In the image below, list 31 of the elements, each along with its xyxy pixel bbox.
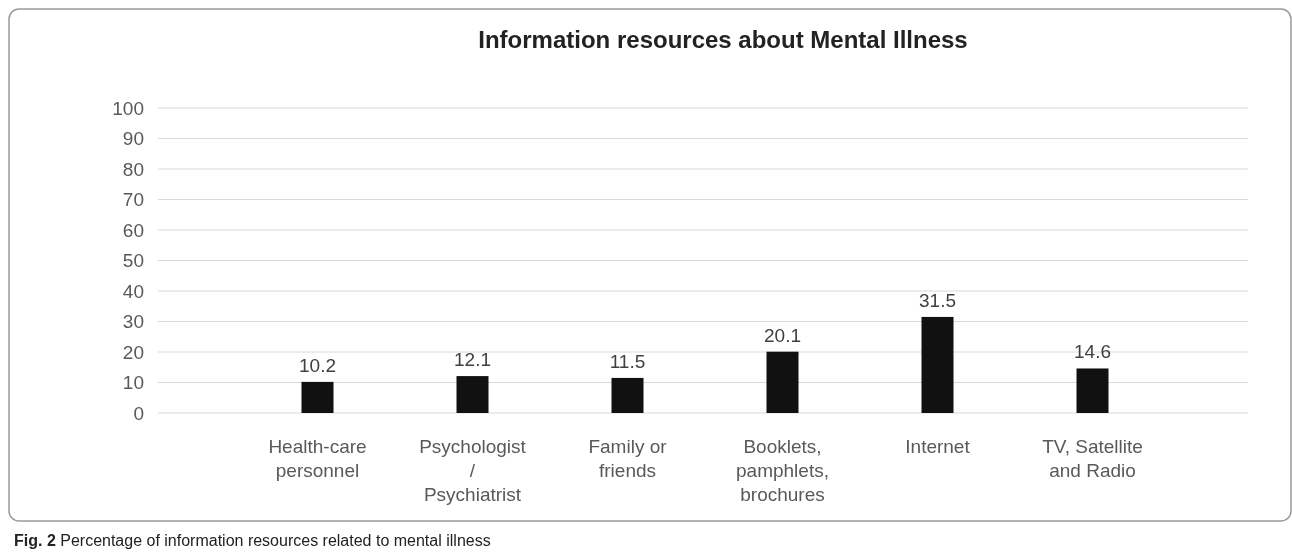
bar <box>611 377 644 413</box>
y-tick-label: 20 <box>122 341 144 363</box>
chart-title: Information resources about Mental Illness <box>478 26 968 53</box>
data-label: 14.6 <box>1074 341 1111 363</box>
data-label: 20.1 <box>764 324 801 346</box>
data-label: 10.2 <box>299 354 336 376</box>
x-tick-label: Health-care personnel <box>268 436 367 481</box>
y-tick-label: 40 <box>122 280 144 302</box>
data-label: 12.1 <box>454 349 491 371</box>
bar <box>301 381 334 413</box>
x-tick-label: Booklets, pamphlets, brochures <box>736 436 829 505</box>
caption: Fig. 2 Percentage of information resources related to mental illness <box>14 532 491 549</box>
bar <box>921 316 954 413</box>
x-tick-label: Internet <box>905 436 971 457</box>
bar <box>1076 368 1109 413</box>
data-label: 31.5 <box>919 289 956 311</box>
y-tick-label: 80 <box>122 158 144 180</box>
y-tick-label: 0 <box>133 402 144 424</box>
y-tick-label: 50 <box>122 250 144 272</box>
x-tick-label: Family or friends <box>588 436 668 481</box>
data-label: 11.5 <box>609 350 646 372</box>
y-tick-label: 10 <box>122 372 144 394</box>
y-tick-label: 60 <box>122 219 144 241</box>
y-tick-label: 70 <box>122 189 144 211</box>
y-tick-label: 100 <box>112 97 144 119</box>
y-tick-label: 90 <box>122 128 144 150</box>
bar <box>456 376 489 413</box>
x-tick-label: Psychologist / Psychiatrist <box>419 436 527 505</box>
x-tick-label: TV, Satellite and Radio <box>1042 436 1143 481</box>
bar <box>766 351 799 413</box>
y-tick-label: 30 <box>122 311 144 333</box>
